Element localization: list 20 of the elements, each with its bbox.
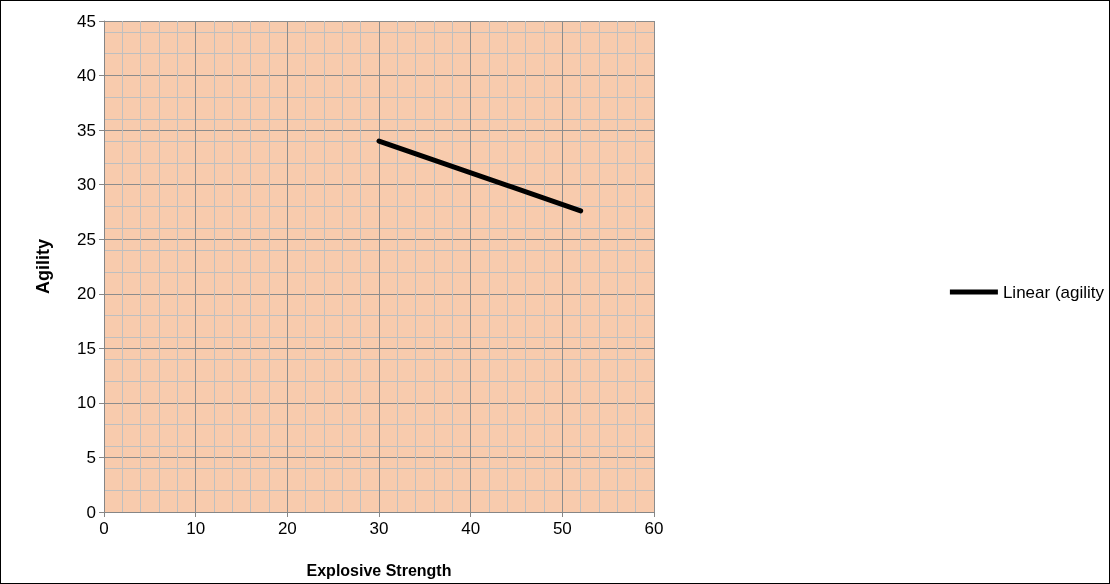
x-tick-label: 50 <box>552 519 572 538</box>
x-axis-title: Explosive Strength <box>306 561 452 579</box>
x-tick-label: 0 <box>99 519 109 538</box>
x-tick-label: 40 <box>461 519 481 538</box>
y-axis-title: Agility <box>33 238 53 295</box>
x-tick-label: 60 <box>644 519 664 538</box>
y-tick-label: 10 <box>77 393 96 413</box>
y-tick-label: 35 <box>77 120 96 140</box>
x-tick-label: 30 <box>369 519 389 538</box>
y-tick-label: 15 <box>77 338 96 358</box>
legend-label: Linear (agility <box>1002 282 1105 302</box>
y-tick-label: 25 <box>77 229 96 249</box>
y-tick-label: 45 <box>77 11 96 31</box>
x-tick-label: 20 <box>277 519 297 538</box>
y-tick-label: 30 <box>77 175 96 195</box>
y-tick-label: 20 <box>77 284 96 304</box>
y-tick-label: 0 <box>86 502 96 522</box>
y-tick-label: 40 <box>77 66 96 86</box>
y-tick-label: 5 <box>86 447 96 467</box>
x-tick-label: 10 <box>186 519 206 538</box>
